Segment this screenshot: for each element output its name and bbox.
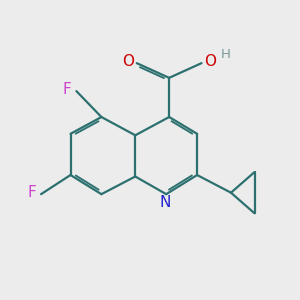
Text: F: F xyxy=(27,185,36,200)
Text: O: O xyxy=(204,54,216,69)
Text: H: H xyxy=(221,48,231,62)
Text: F: F xyxy=(63,82,71,97)
Text: N: N xyxy=(160,195,171,210)
Text: O: O xyxy=(122,54,134,69)
